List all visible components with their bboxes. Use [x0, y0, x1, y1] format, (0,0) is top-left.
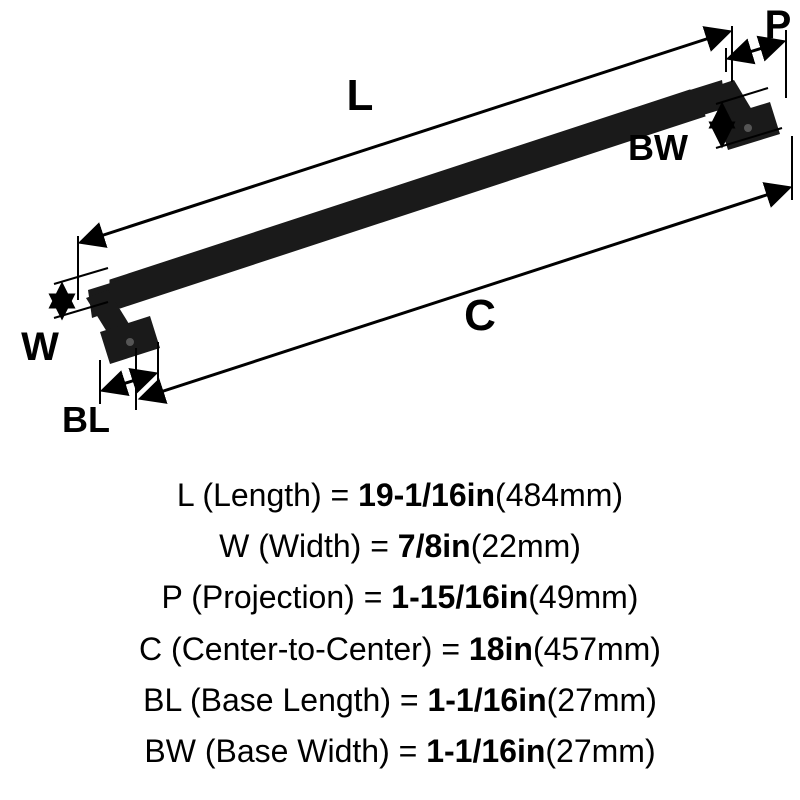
diagram-svg: L P BW C [0, 0, 800, 460]
spec-name: ( [162, 631, 182, 667]
spec-name-text: Base Length [201, 682, 381, 718]
label-L: L [347, 71, 374, 120]
spec-value-mm: (457mm) [533, 631, 661, 667]
spec-equals: = [399, 733, 427, 769]
spec-value-mm: (484mm) [495, 477, 623, 513]
spec-equals: = [400, 682, 428, 718]
spec-name-text: Center-to-Center [182, 631, 422, 667]
spec-name: ( [194, 477, 214, 513]
spec-name: ( [182, 579, 202, 615]
label-W: W [21, 325, 59, 369]
spec-equals: = [370, 528, 398, 564]
spec-value-in: 1-15/16in [391, 579, 528, 615]
spec-name: ( [181, 682, 201, 718]
spec-equals: = [364, 579, 392, 615]
figure-container: L P BW C [0, 0, 800, 800]
label-BW: BW [628, 127, 688, 168]
label-P: P [765, 3, 792, 47]
spec-value-in: 1-1/16in [426, 733, 545, 769]
spec-value-in: 18in [469, 631, 533, 667]
spec-symbol: L [177, 477, 194, 513]
spec-line: BL (Base Length) = 1-1/16in(27mm) [0, 675, 800, 726]
specs-list: L (Length) = 19-1/16in(484mm)W (Width) =… [0, 470, 800, 777]
spec-value-mm: (27mm) [545, 733, 655, 769]
spec-line: L (Length) = 19-1/16in(484mm) [0, 470, 800, 521]
spec-symbol: BW [144, 733, 196, 769]
spec-value-mm: (49mm) [528, 579, 638, 615]
spec-line: W (Width) = 7/8in(22mm) [0, 521, 800, 572]
spec-symbol: BL [143, 682, 181, 718]
spec-line: C (Center-to-Center) = 18in(457mm) [0, 624, 800, 675]
spec-name-text: Projection [202, 579, 344, 615]
spec-equals: = [331, 477, 359, 513]
spec-name: ( [249, 528, 269, 564]
spec-name-text: Width [269, 528, 351, 564]
spec-line: BW (Base Width) = 1-1/16in(27mm) [0, 726, 800, 777]
spec-symbol: C [139, 631, 162, 667]
spec-name: ( [196, 733, 216, 769]
dimension-diagram: L P BW C [0, 0, 800, 460]
handle-illustration [86, 80, 780, 364]
spec-value-in: 1-1/16in [427, 682, 546, 718]
label-C: C [464, 291, 496, 340]
spec-value-mm: (27mm) [547, 682, 657, 718]
spec-line: P (Projection) = 1-15/16in(49mm) [0, 572, 800, 623]
label-BL: BL [62, 399, 110, 440]
spec-name-text: Base Width [215, 733, 379, 769]
spec-value-in: 19-1/16in [358, 477, 495, 513]
spec-symbol: P [162, 579, 183, 615]
spec-equals: = [441, 631, 469, 667]
spec-symbol: W [219, 528, 249, 564]
spec-name-text: Length [213, 477, 311, 513]
spec-value-in: 7/8in [398, 528, 471, 564]
spec-value-mm: (22mm) [471, 528, 581, 564]
